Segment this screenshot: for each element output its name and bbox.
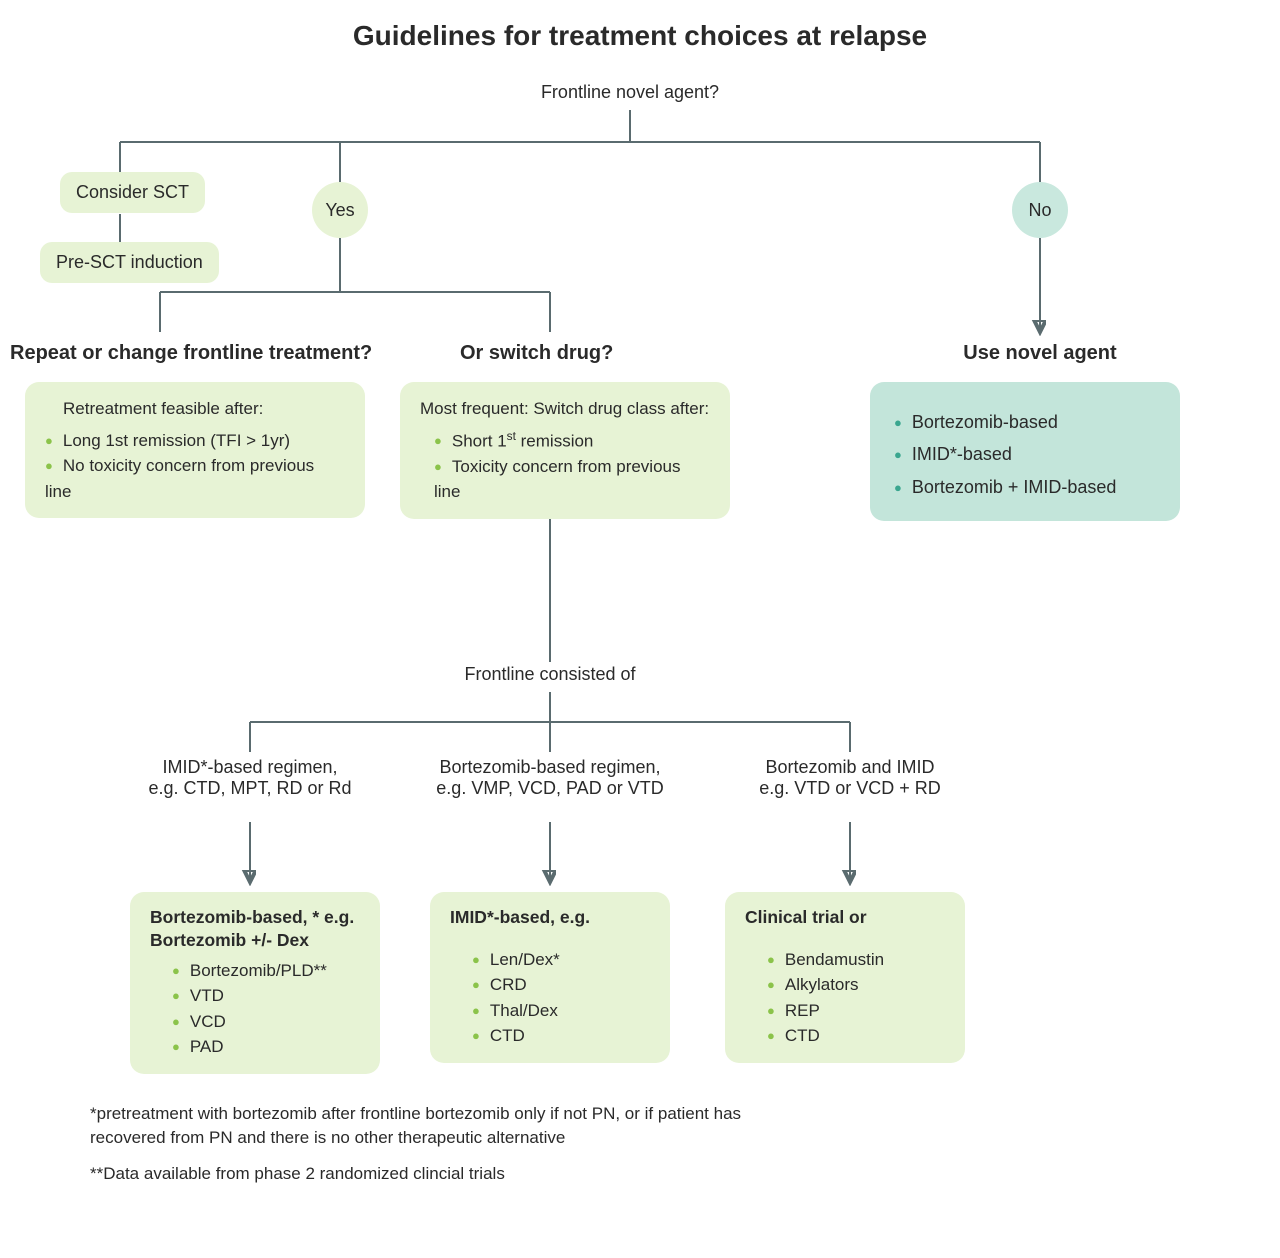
heading-switch: Or switch drug? xyxy=(460,342,720,365)
result-box-3: Clinical trial or Bendamustin Alkylators… xyxy=(725,892,965,1063)
novel-item-1: Bortezomib-based xyxy=(894,406,1156,438)
result3-item-2: Alkylators xyxy=(767,972,945,998)
switch-box: Most frequent: Switch drug class after: … xyxy=(400,382,730,519)
pre-sct-induction: Pre-SCT induction xyxy=(40,242,219,283)
footnote-1: *pretreatment with bortezomib after fron… xyxy=(90,1102,770,1150)
footnotes: *pretreatment with bortezomib after fron… xyxy=(90,1102,770,1197)
root-question: Frontline novel agent? xyxy=(470,82,790,103)
heading-novel: Use novel agent xyxy=(920,342,1160,365)
frontline-consisted: Frontline consisted of xyxy=(440,664,660,685)
footnote-2: **Data available from phase 2 randomized… xyxy=(90,1162,770,1186)
retreat-item-1: Long 1st remission (TFI > 1yr) xyxy=(45,428,345,454)
novel-item-3: Bortezomib + IMID-based xyxy=(894,471,1156,503)
result2-title: IMID*-based, e.g. xyxy=(450,906,650,929)
heading-repeat: Repeat or change frontline treatment? xyxy=(10,342,390,365)
consider-sct: Consider SCT xyxy=(60,172,205,213)
answer-yes: Yes xyxy=(312,182,368,238)
result-box-1: Bortezomib-based, * e.g.Bortezomib +/- D… xyxy=(130,892,380,1074)
col2-head: Bortezomib-based regimen,e.g. VMP, VCD, … xyxy=(420,757,680,799)
retreat-intro: Retreatment feasible after: xyxy=(45,396,345,422)
result1-item-1: Bortezomib/PLD** xyxy=(172,958,360,984)
retreat-item-2: No toxicity concern from previous line xyxy=(45,453,345,504)
result2-item-2: CRD xyxy=(472,972,650,998)
result2-item-1: Len/Dex* xyxy=(472,947,650,973)
result-box-2: IMID*-based, e.g. Len/Dex* CRD Thal/Dex … xyxy=(430,892,670,1063)
result3-item-1: Bendamustin xyxy=(767,947,945,973)
result1-item-3: VCD xyxy=(172,1009,360,1035)
col3-head: Bortezomib and IMIDe.g. VTD or VCD + RD xyxy=(740,757,960,799)
result3-item-4: CTD xyxy=(767,1023,945,1049)
result3-title: Clinical trial or xyxy=(745,906,945,929)
col1-head: IMID*-based regimen,e.g. CTD, MPT, RD or… xyxy=(130,757,370,799)
switch-item-1: Short 1st remission xyxy=(434,428,710,454)
answer-no: No xyxy=(1012,182,1068,238)
result1-item-2: VTD xyxy=(172,983,360,1009)
flowchart: Frontline novel agent? Consider SCT Pre-… xyxy=(40,82,1240,1182)
novel-agent-box: Bortezomib-based IMID*-based Bortezomib … xyxy=(870,382,1180,521)
switch-item-2: Toxicity concern from previous line xyxy=(434,454,710,505)
page-title: Guidelines for treatment choices at rela… xyxy=(40,20,1240,52)
result2-item-4: CTD xyxy=(472,1023,650,1049)
result2-item-3: Thal/Dex xyxy=(472,998,650,1024)
result3-item-3: REP xyxy=(767,998,945,1024)
novel-item-2: IMID*-based xyxy=(894,438,1156,470)
result1-item-4: PAD xyxy=(172,1034,360,1060)
switch-intro: Most frequent: Switch drug class after: xyxy=(420,396,710,422)
retreatment-box: Retreatment feasible after: Long 1st rem… xyxy=(25,382,365,518)
result1-title: Bortezomib-based, * e.g.Bortezomib +/- D… xyxy=(150,906,360,952)
